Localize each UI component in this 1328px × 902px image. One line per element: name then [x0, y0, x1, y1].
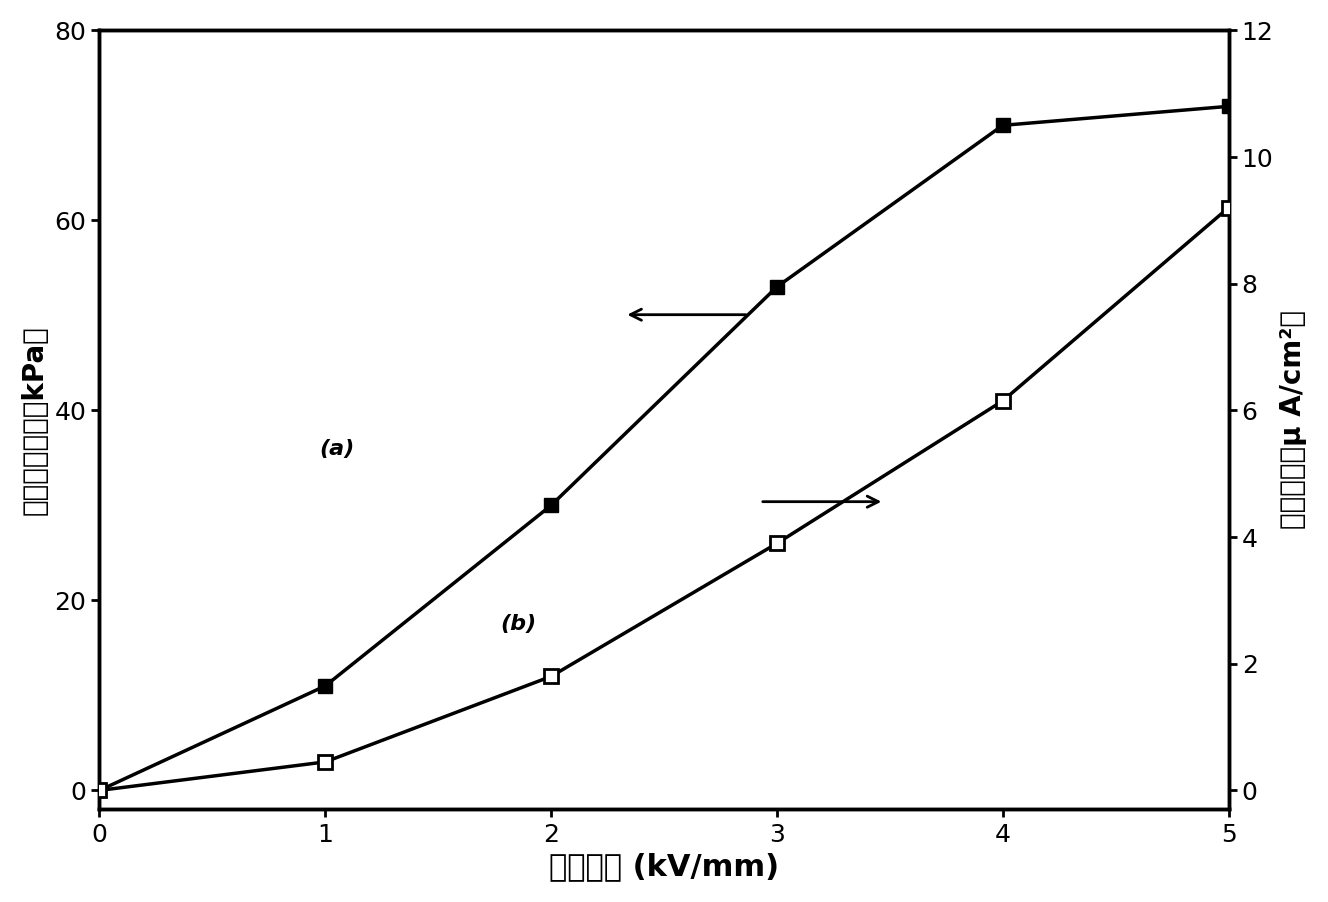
X-axis label: 电场强度 (kV/mm): 电场强度 (kV/mm): [548, 852, 780, 881]
Y-axis label: 电流密度（μ A/cm²）: 电流密度（μ A/cm²）: [1279, 310, 1307, 529]
Y-axis label: 静态屈服应力（kPa）: 静态屈服应力（kPa）: [21, 325, 49, 515]
Text: (b): (b): [501, 614, 537, 634]
Text: (a): (a): [320, 439, 355, 459]
